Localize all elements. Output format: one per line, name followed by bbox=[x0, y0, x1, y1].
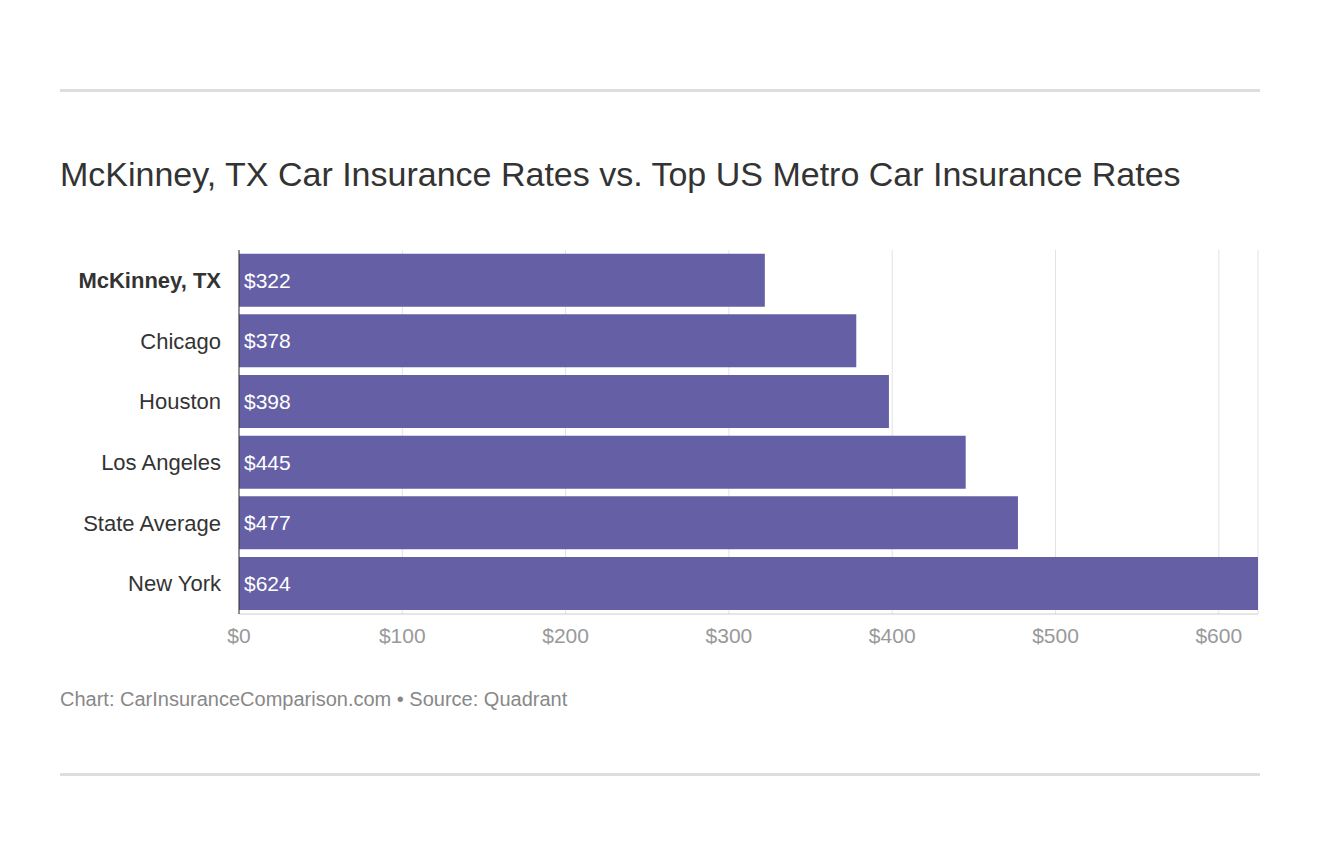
svg-text:$500: $500 bbox=[1032, 624, 1079, 647]
html-text:McKinney, TX Car Insurance Rat: McKinney, TX Car Insurance Rates vs. Top… bbox=[60, 155, 1181, 193]
svg-text:New York: New York bbox=[128, 571, 222, 596]
html-text:Chart: CarInsuranceComparison.: Chart: CarInsuranceComparison.com • Sour… bbox=[60, 688, 568, 710]
svg-text:Houston: Houston bbox=[139, 389, 221, 414]
svg-text:Los Angeles: Los Angeles bbox=[101, 450, 221, 475]
svg-text:$477: $477 bbox=[244, 511, 291, 534]
svg-text:$445: $445 bbox=[244, 451, 291, 474]
svg-text:$200: $200 bbox=[542, 624, 589, 647]
svg-text:McKinney, TX: McKinney, TX bbox=[78, 268, 221, 293]
svg-text:$398: $398 bbox=[244, 390, 291, 413]
svg-text:$378: $378 bbox=[244, 329, 291, 352]
svg-text:$100: $100 bbox=[379, 624, 426, 647]
svg-text:$322: $322 bbox=[244, 269, 291, 292]
svg-text:$400: $400 bbox=[869, 624, 916, 647]
svg-text:Chicago: Chicago bbox=[140, 329, 221, 354]
svg-text:$300: $300 bbox=[706, 624, 753, 647]
svg-text:$0: $0 bbox=[227, 624, 250, 647]
svg-text:State Average: State Average bbox=[83, 511, 221, 536]
svg-text:$624: $624 bbox=[244, 572, 291, 595]
svg-text:$600: $600 bbox=[1195, 624, 1242, 647]
